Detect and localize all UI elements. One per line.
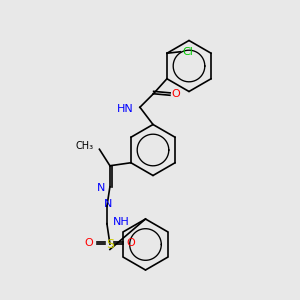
Text: O: O	[85, 238, 93, 248]
Text: Cl: Cl	[182, 47, 194, 57]
Text: CH₃: CH₃	[76, 141, 94, 151]
Text: HN: HN	[117, 104, 133, 114]
Text: N: N	[104, 199, 112, 209]
Text: S: S	[106, 238, 114, 250]
Text: N: N	[97, 183, 106, 193]
Text: NH: NH	[113, 217, 130, 227]
Text: O: O	[171, 89, 180, 99]
Text: O: O	[127, 238, 135, 248]
